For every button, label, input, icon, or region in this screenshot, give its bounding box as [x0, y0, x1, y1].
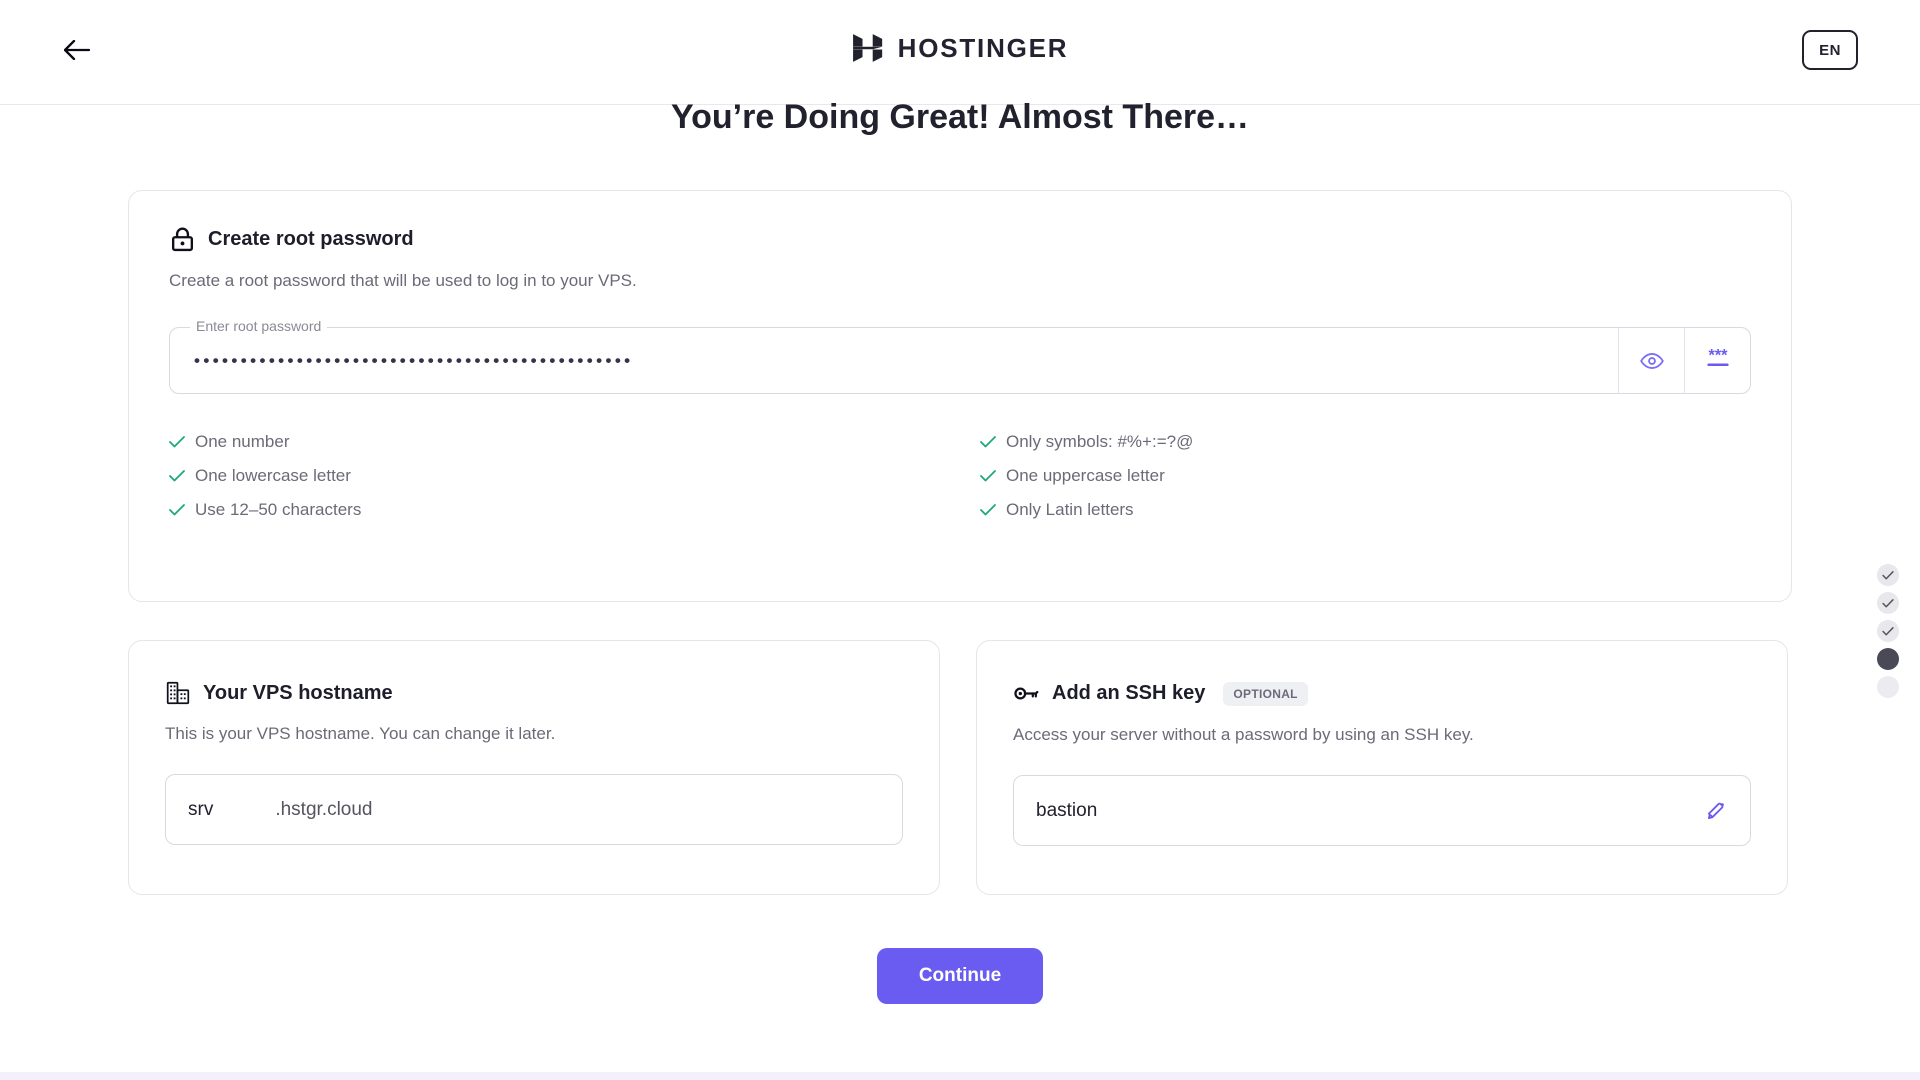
svg-text:***: *** — [1708, 346, 1728, 364]
